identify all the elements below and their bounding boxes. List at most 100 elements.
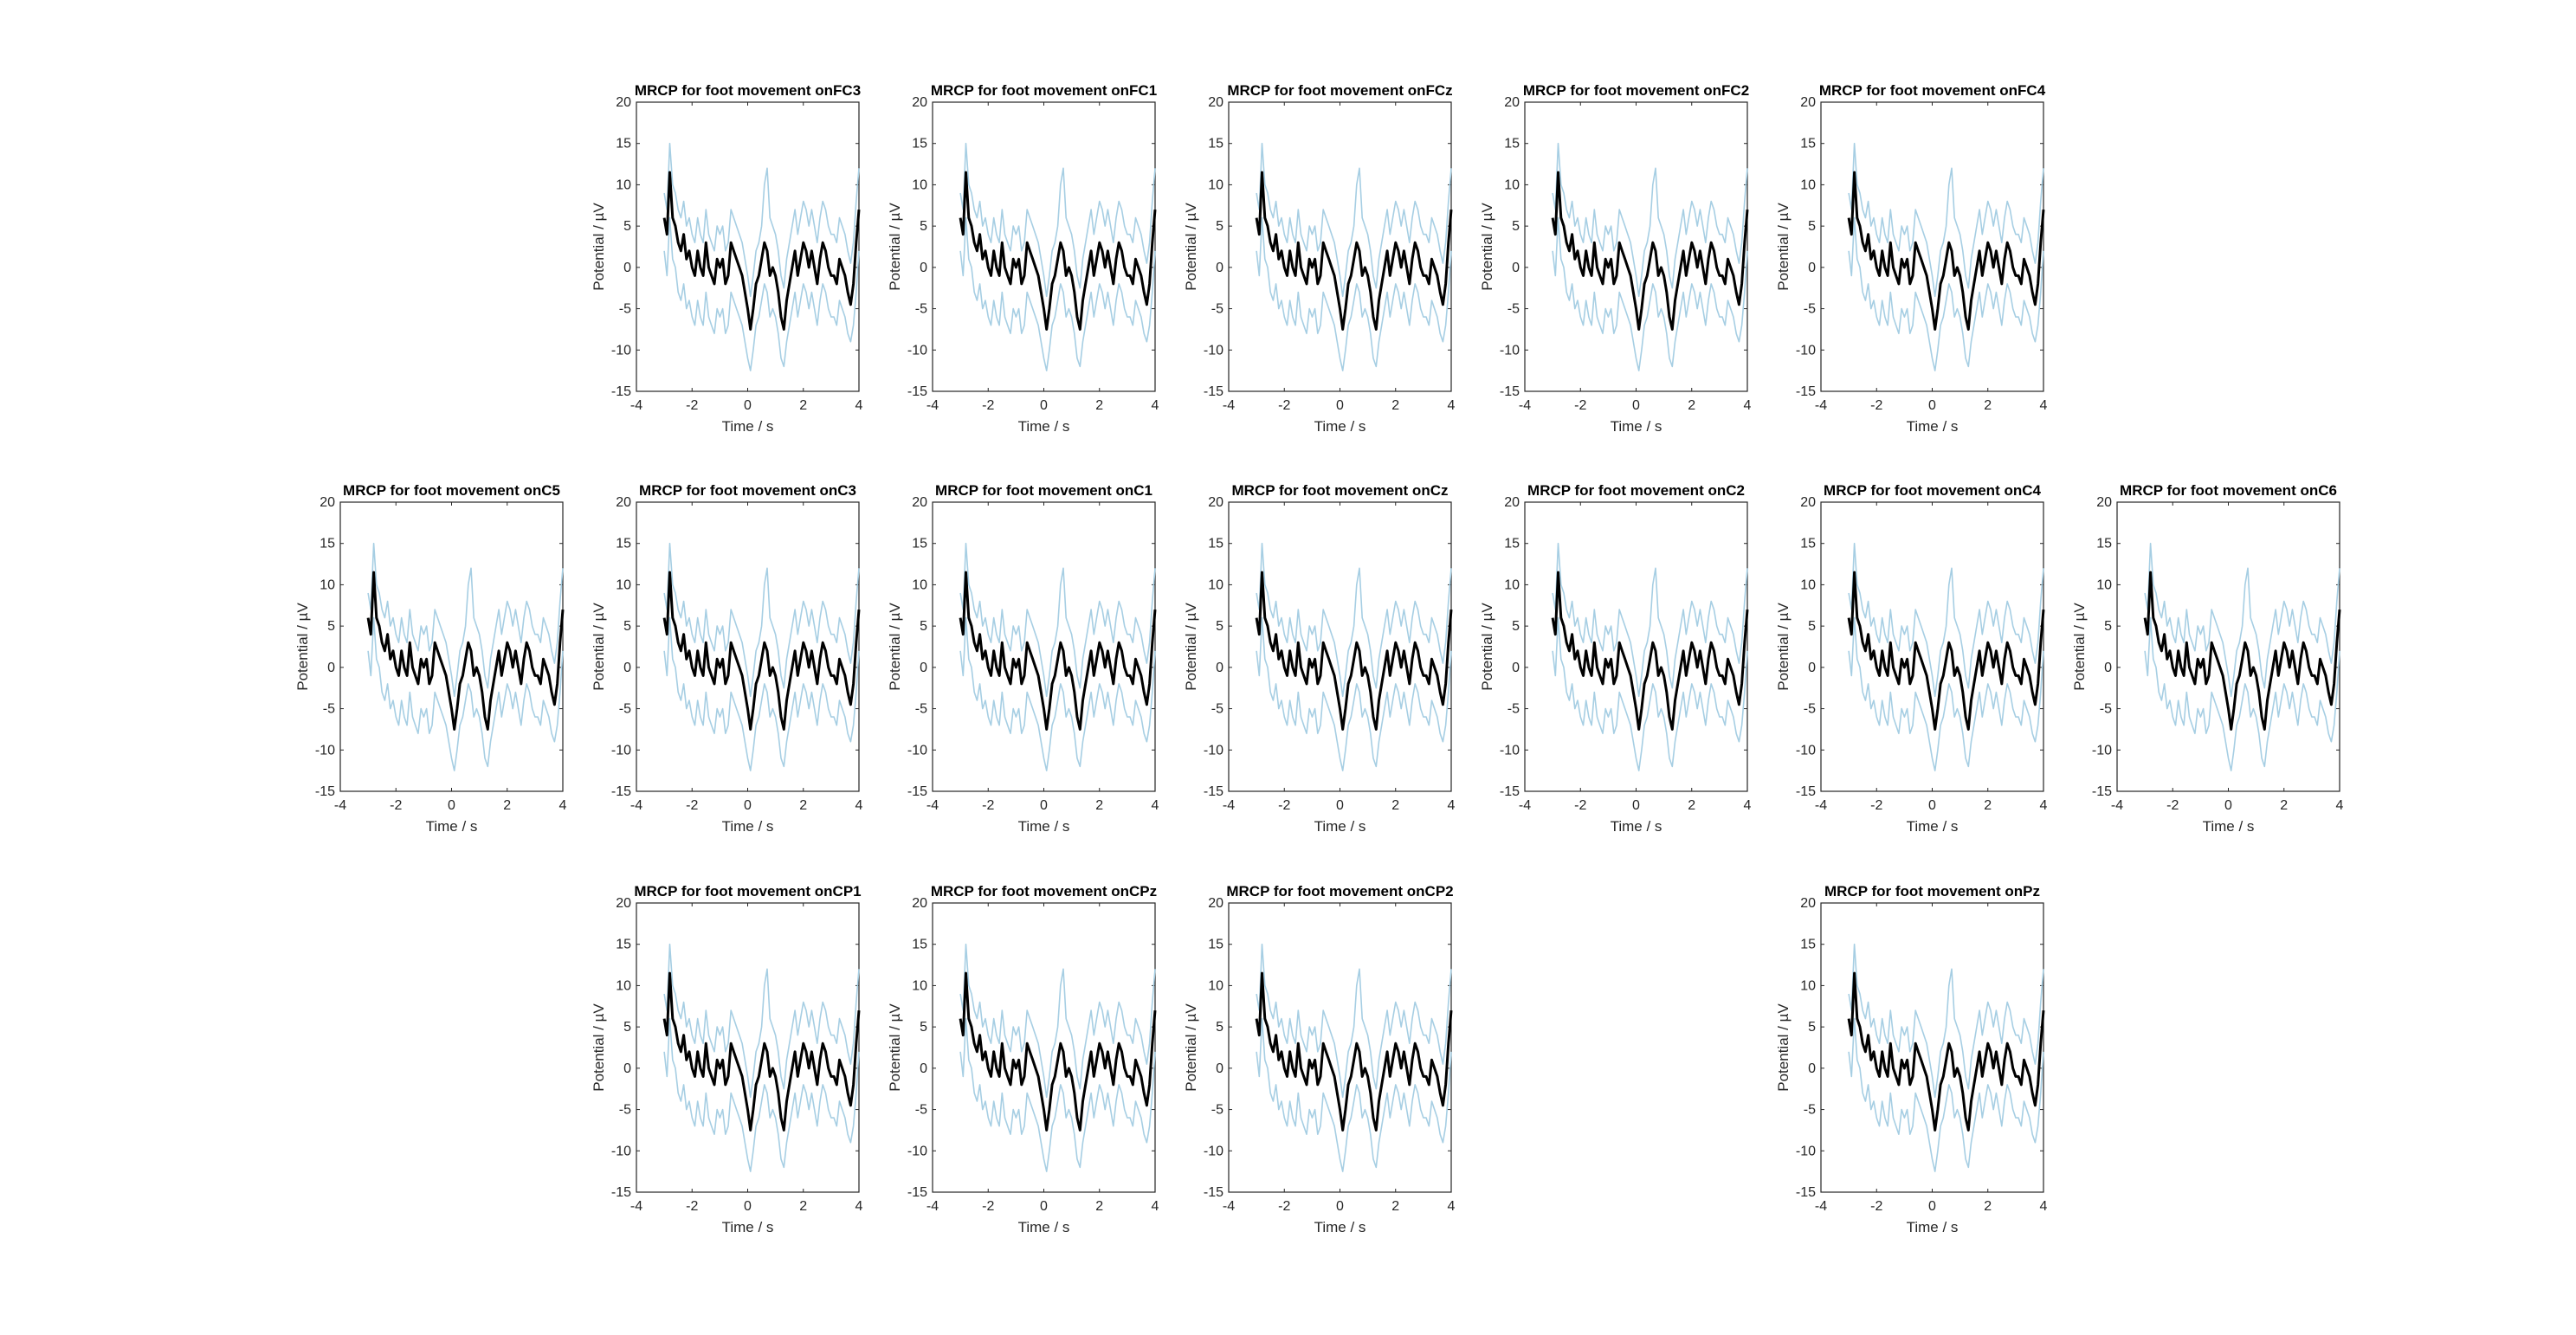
subplot-title: MRCP for foot movement onC1 — [935, 482, 1152, 499]
x-tick-label: 0 — [2224, 798, 2232, 813]
y-tick-label: 20 — [1208, 896, 1223, 911]
y-tick-label: 15 — [1800, 938, 1816, 952]
x-axis-label: Time / s — [1018, 418, 1070, 435]
y-tick-label: -10 — [2092, 743, 2112, 758]
y-tick-label: 20 — [1800, 95, 1816, 110]
subplot-title: MRCP for foot movement onC2 — [1527, 482, 1745, 499]
x-tick-label: 2 — [1984, 398, 1992, 413]
y-axis-label: Potential / µV — [887, 1003, 903, 1092]
mean-line — [1847, 971, 2045, 1132]
x-tick-label: -4 — [1815, 1199, 1827, 1214]
y-tick-label: -10 — [611, 1144, 631, 1158]
subplot-title: MRCP for foot movement onC6 — [2120, 482, 2337, 499]
y-tick-label: 15 — [1208, 938, 1223, 952]
y-tick-label: 0 — [920, 661, 927, 675]
x-axis-label: Time / s — [722, 418, 774, 435]
y-tick-label: 15 — [912, 938, 927, 952]
mean-line — [2143, 571, 2341, 731]
y-tick-label: 5 — [1216, 1020, 1223, 1035]
y-tick-label: 10 — [616, 978, 631, 993]
y-tick-label: 0 — [1216, 261, 1223, 275]
y-tick-label: 0 — [1808, 261, 1816, 275]
y-tick-label: -15 — [907, 1185, 927, 1200]
lower-band-line — [1256, 216, 1452, 371]
x-tick-label: -2 — [1574, 398, 1586, 413]
x-tick-label: 2 — [1391, 798, 1399, 813]
y-tick-label: -15 — [315, 784, 335, 799]
x-tick-label: 4 — [1448, 398, 1456, 413]
mean-line — [1551, 171, 1749, 331]
subplot-title: MRCP for foot movement onPz — [1824, 883, 2040, 900]
y-tick-label: 0 — [1216, 1061, 1223, 1076]
y-axis-label: Potential / µV — [591, 1003, 607, 1092]
x-tick-label: -4 — [630, 1199, 642, 1214]
y-axis-label: Potential / µV — [1183, 1003, 1199, 1092]
x-axis-label: Time / s — [1907, 818, 1959, 835]
y-tick-label: -15 — [1204, 1185, 1223, 1200]
y-axis-label: Potential / µV — [591, 603, 607, 691]
y-tick-label: 5 — [1512, 619, 1520, 634]
upper-band-line — [1848, 542, 2044, 698]
y-axis-label: Potential / µV — [1775, 1003, 1792, 1092]
y-tick-label: -15 — [611, 384, 631, 399]
y-tick-label: 10 — [912, 177, 927, 192]
x-tick-label: 2 — [2280, 798, 2288, 813]
y-tick-label: -15 — [1204, 384, 1223, 399]
x-tick-label: -4 — [334, 798, 346, 813]
y-tick-label: 0 — [1808, 661, 1816, 675]
y-tick-label: -5 — [1804, 302, 1816, 317]
y-tick-label: 10 — [1800, 978, 1816, 993]
y-tick-label: 10 — [1800, 177, 1816, 192]
y-tick-label: 20 — [912, 896, 927, 911]
mean-line — [1255, 971, 1453, 1132]
y-tick-label: -15 — [1796, 1185, 1816, 1200]
x-tick-label: -2 — [1870, 1199, 1882, 1214]
x-tick-label: -2 — [982, 398, 994, 413]
x-tick-label: -4 — [1815, 798, 1827, 813]
x-tick-label: 2 — [1095, 798, 1103, 813]
y-tick-label: 0 — [623, 1061, 631, 1076]
x-tick-label: 0 — [1336, 1199, 1344, 1214]
x-tick-label: 2 — [1984, 1199, 1992, 1214]
y-axis-label: Potential / µV — [1183, 203, 1199, 291]
x-tick-label: -4 — [1815, 398, 1827, 413]
lower-band-line — [1848, 616, 2044, 771]
x-tick-label: 0 — [1928, 798, 1936, 813]
y-tick-label: 5 — [623, 219, 631, 234]
x-tick-label: 4 — [1744, 798, 1752, 813]
y-tick-label: 20 — [912, 495, 927, 510]
subplot-title: MRCP for foot movement onFC3 — [635, 82, 861, 99]
y-tick-label: -10 — [1796, 1144, 1816, 1158]
y-tick-label: -15 — [2092, 784, 2112, 799]
y-tick-label: -5 — [1508, 702, 1520, 717]
x-tick-label: -4 — [1223, 398, 1235, 413]
subplot-title: MRCP for foot movement onC5 — [343, 482, 560, 499]
y-tick-label: 10 — [912, 978, 927, 993]
upper-band-line — [367, 542, 564, 698]
y-tick-label: 5 — [623, 619, 631, 634]
x-tick-label: 0 — [1928, 398, 1936, 413]
x-axis-label: Time / s — [2203, 818, 2255, 835]
y-tick-label: 20 — [1800, 495, 1816, 510]
y-tick-label: 0 — [1808, 1061, 1816, 1076]
y-tick-label: -10 — [1204, 743, 1223, 758]
mean-line — [959, 971, 1157, 1132]
upper-band-line — [1848, 142, 2044, 298]
y-axis-label: Potential / µV — [1775, 603, 1792, 691]
y-tick-label: 15 — [1504, 537, 1520, 551]
y-tick-label: 20 — [1800, 896, 1816, 911]
upper-band-line — [1256, 943, 1452, 1099]
y-axis-label: Potential / µV — [887, 603, 903, 691]
y-tick-label: 15 — [1208, 137, 1223, 152]
x-tick-label: 0 — [744, 1199, 752, 1214]
x-tick-label: -2 — [1870, 798, 1882, 813]
x-tick-label: -4 — [1519, 398, 1531, 413]
lower-band-line — [663, 1017, 860, 1172]
y-tick-label: 5 — [1808, 619, 1816, 634]
x-tick-label: 0 — [448, 798, 455, 813]
